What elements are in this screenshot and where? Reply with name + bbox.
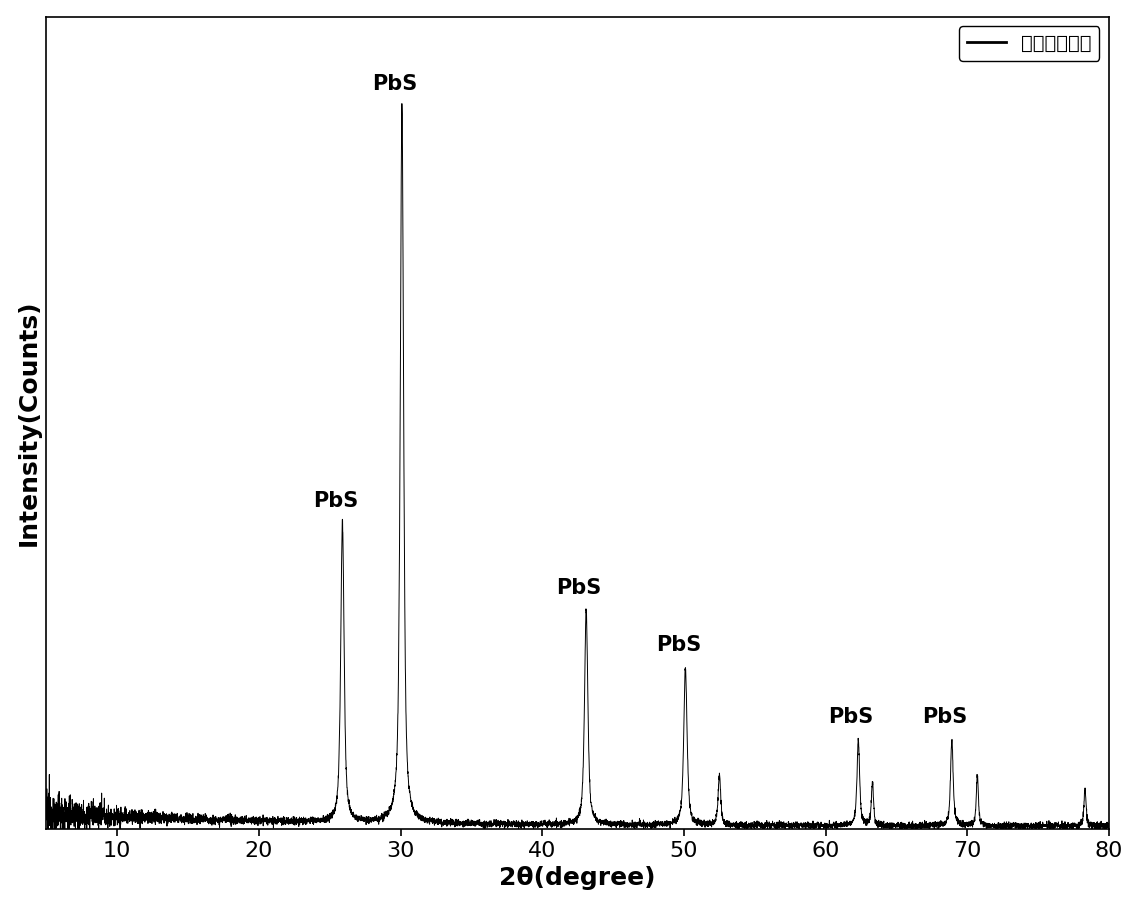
Text: PbS: PbS — [373, 74, 417, 94]
Text: PbS: PbS — [656, 635, 701, 655]
Text: PbS: PbS — [556, 578, 602, 598]
Text: PbS: PbS — [312, 492, 358, 512]
Legend: 吸附后方钓矿: 吸附后方钓矿 — [959, 26, 1099, 61]
Text: PbS: PbS — [922, 707, 968, 727]
Text: PbS: PbS — [829, 707, 874, 727]
Y-axis label: Intensity(Counts): Intensity(Counts) — [17, 299, 41, 546]
X-axis label: 2θ(degree): 2θ(degree) — [499, 866, 656, 891]
